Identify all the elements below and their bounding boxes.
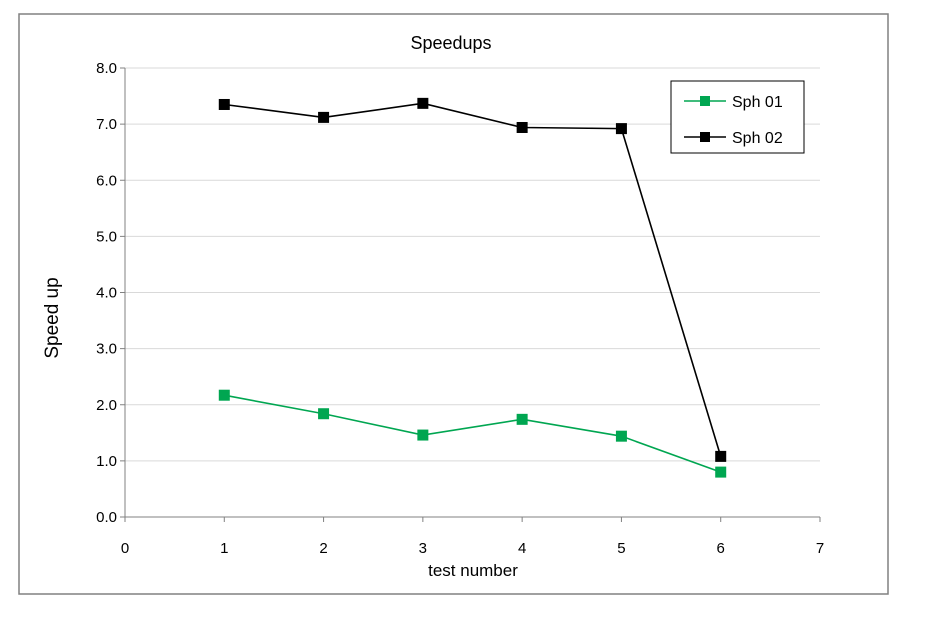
legend-items: Sph 01 Sph 02 <box>684 94 783 147</box>
axes <box>120 67 821 522</box>
x-tick-label: 5 <box>617 540 625 557</box>
x-tick-label: 7 <box>816 540 824 557</box>
data-point <box>516 121 528 133</box>
x-axis-label: test number <box>428 561 518 580</box>
x-tick-label: 1 <box>220 540 228 557</box>
legend-label: Sph 01 <box>732 94 783 111</box>
data-point <box>218 98 230 110</box>
data-point <box>715 450 727 462</box>
tick-labels: 0.0 1.0 2.0 3.0 4.0 5.0 6.0 7.0 8.0 0 1 2 3 4 5 6 7 <box>96 60 824 557</box>
x-tick-label: 6 <box>717 540 725 557</box>
x-tick-label: 2 <box>319 540 327 557</box>
data-point <box>615 123 627 135</box>
y-tick-label: 5.0 <box>96 228 117 245</box>
y-axis-label: Speed up <box>42 277 63 358</box>
y-tick-label: 0.0 <box>96 509 117 526</box>
legend-marker <box>700 132 710 142</box>
data-point <box>318 111 330 123</box>
data-point <box>516 413 528 425</box>
data-point <box>615 430 627 442</box>
data-point <box>318 408 330 420</box>
y-tick-label: 7.0 <box>96 116 117 133</box>
chart-title: Speedups <box>410 33 491 53</box>
data-point <box>715 466 727 478</box>
y-tick-label: 3.0 <box>96 341 117 358</box>
data-point <box>417 97 429 109</box>
x-tick-label: 3 <box>419 540 427 557</box>
legend: Sph 01 Sph 02 <box>670 80 805 154</box>
y-tick-label: 8.0 <box>96 60 117 77</box>
data-point <box>218 389 230 401</box>
y-tick-label: 6.0 <box>96 172 117 189</box>
series-layer <box>218 97 727 478</box>
legend-marker <box>700 96 710 106</box>
legend-box <box>670 80 805 154</box>
y-tick-label: 1.0 <box>96 453 117 470</box>
data-point <box>417 429 429 441</box>
x-tick-label: 4 <box>518 540 526 557</box>
y-tick-label: 4.0 <box>96 285 117 302</box>
y-tick-label: 2.0 <box>96 397 117 414</box>
series-line-1 <box>224 394 721 473</box>
x-tick-label: 0 <box>121 540 129 557</box>
legend-label: Sph 02 <box>732 130 783 147</box>
series-line-2 <box>224 102 722 457</box>
